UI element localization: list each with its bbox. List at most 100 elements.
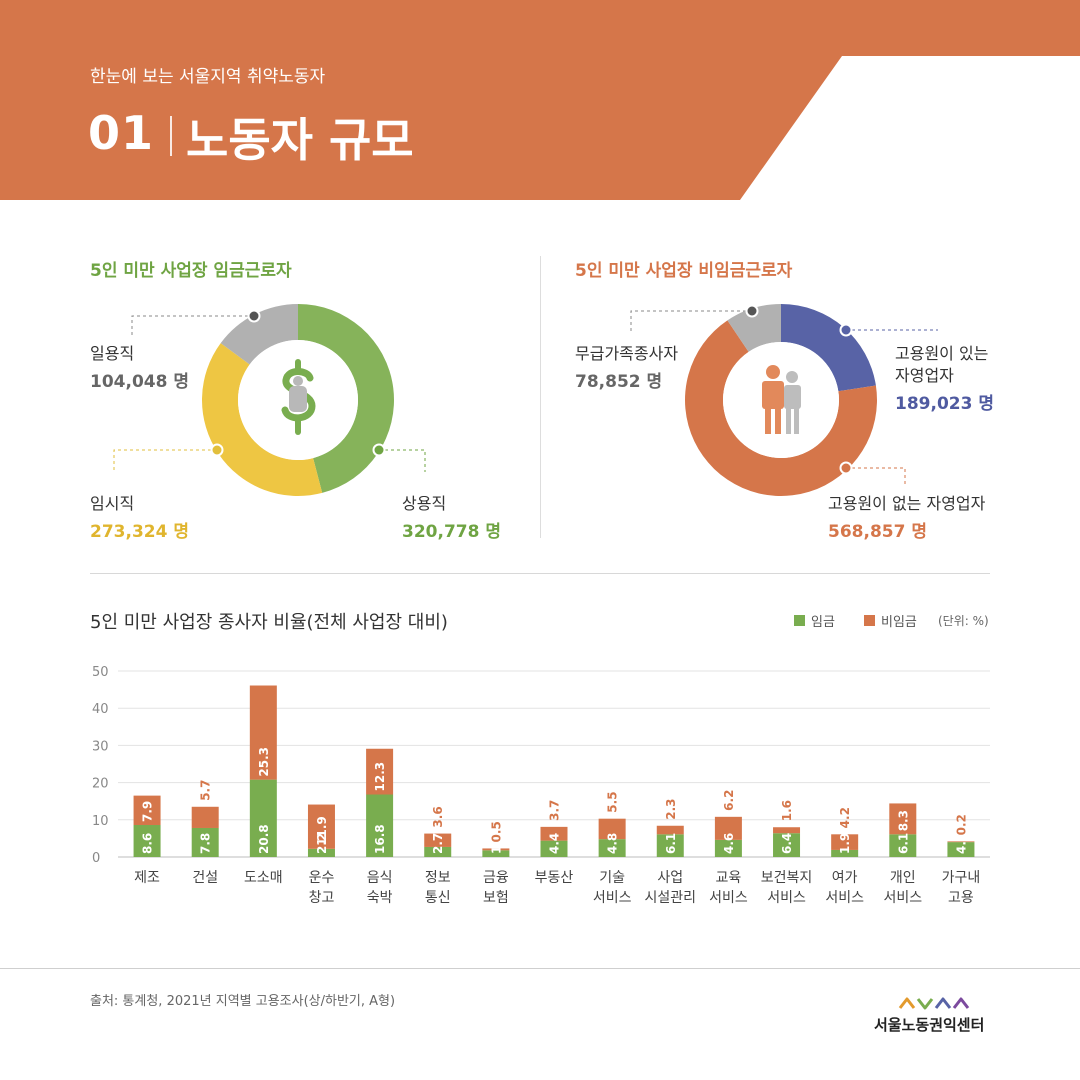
bar-wage <box>656 834 684 857</box>
bar-nonwage <box>773 827 801 834</box>
x-category-label: 창고 <box>309 890 335 906</box>
wage-donut-chart <box>113 304 426 496</box>
data-label-wage: 1.8 <box>489 833 503 854</box>
wage-slice-0 <box>298 304 395 493</box>
x-category-label: 보험 <box>483 890 509 906</box>
bar-nonwage <box>482 848 510 851</box>
bar-nonwage <box>831 834 859 850</box>
data-label-wage: 6.4 <box>780 833 794 854</box>
data-label-nonwage: 3.7 <box>548 800 562 821</box>
bar-wage <box>714 839 742 857</box>
x-category-label: 서비스 <box>593 890 632 906</box>
data-label-wage: 2.7 <box>431 833 445 854</box>
bar-nonwage <box>714 816 742 840</box>
bar-nonwage <box>424 833 452 847</box>
x-category-label: 서비스 <box>883 890 922 906</box>
bar-nonwage <box>191 806 219 828</box>
bar-nonwage <box>133 795 161 826</box>
x-category-label: 서비스 <box>709 890 748 906</box>
data-label-wage: 4.6 <box>722 833 736 854</box>
bar-nonwage <box>249 685 277 780</box>
legend-label-wage: 임금 <box>811 615 835 630</box>
x-category-label: 교육 <box>716 870 742 886</box>
x-category-label: 기술 <box>599 870 625 886</box>
section-number: 01 <box>88 106 155 160</box>
data-label-wage: 16.8 <box>373 824 387 854</box>
bar-nonwage <box>307 804 335 849</box>
x-category-label: 건설 <box>192 870 218 886</box>
bar-wage <box>249 779 277 857</box>
bar-nonwage <box>366 748 394 795</box>
employer-label-line2: 자영업자 <box>895 366 954 385</box>
section-divider <box>540 256 541 538</box>
nonwage-slice-1 <box>684 320 877 497</box>
data-label-nonwage: 2.3 <box>664 798 678 819</box>
data-label-wage: 4.8 <box>606 833 620 854</box>
data-label-nonwage: 25.3 <box>257 747 271 777</box>
bar-wage <box>598 839 626 857</box>
data-label-nonwage: 5.5 <box>606 791 620 812</box>
source-note: 출처: 통계청, 2021년 지역별 고용조사(상/하반기, A형) <box>90 994 396 1009</box>
bar-wage <box>947 842 975 857</box>
bar-wage <box>424 846 452 857</box>
regular-worker-value: 320,778 명 <box>402 522 501 542</box>
data-label-nonwage: 4.2 <box>838 807 852 828</box>
y-tick-label: 50 <box>92 665 109 680</box>
data-label-nonwage: 7.9 <box>141 801 155 822</box>
bar-wage <box>191 827 219 857</box>
regular-worker-label: 상용직 <box>402 494 447 513</box>
bar-wage <box>540 840 568 857</box>
data-label-nonwage: 3.6 <box>431 806 445 827</box>
x-category-label: 여가 <box>832 870 858 886</box>
x-category-label: 정보 <box>425 870 451 886</box>
x-category-label: 서비스 <box>767 890 806 906</box>
temporary-worker-label: 임시직 <box>90 494 135 513</box>
employer-value: 189,023 명 <box>895 394 994 414</box>
legend-swatch-wage <box>794 615 805 626</box>
data-label-wage: 4.4 <box>548 833 562 854</box>
x-category-label: 사업 <box>657 870 683 886</box>
people-icon <box>762 365 801 434</box>
bar-nonwage <box>889 803 917 835</box>
bar-chart-title: 5인 미만 사업장 종사자 비율(전체 사업장 대비) <box>90 612 448 633</box>
x-category-label: 운수 <box>309 870 335 886</box>
own-account-value: 568,857 명 <box>828 522 927 542</box>
page-title: 노동자 규모 <box>186 113 414 167</box>
bar-nonwage <box>656 825 684 835</box>
logo-icon <box>898 997 970 1010</box>
bar-wage <box>773 833 801 857</box>
x-category-label: 숙박 <box>367 890 393 906</box>
nonwage-section-title: 5인 미만 사업장 비임금근로자 <box>575 261 793 281</box>
data-label-nonwage: 0.2 <box>954 814 968 835</box>
dollar-icon <box>281 359 316 435</box>
data-label-wage: 6.1 <box>664 833 678 854</box>
y-tick-label: 40 <box>92 702 109 717</box>
nonwage-slice-0 <box>781 304 876 392</box>
legend-item-wage: 임금 <box>794 611 835 630</box>
legend-label-nonwage: 비임금 <box>881 615 917 630</box>
employer-label-line1: 고용원이 있는 <box>895 344 989 363</box>
x-category-label: 보건복지 <box>761 870 813 886</box>
own-account-label: 고용원이 없는 자영업자 <box>828 494 986 513</box>
data-label-nonwage: 12.3 <box>373 762 387 792</box>
legend-item-nonwage: 비임금 <box>864 611 917 630</box>
data-label-wage: 20.8 <box>257 824 271 854</box>
data-label-nonwage: 1.6 <box>780 800 794 821</box>
bar-nonwage <box>540 826 568 841</box>
x-category-label: 개인 <box>890 870 916 886</box>
stacked-bar-chart: 0 10 20 30 40 50 8.6 7.9 제조 7.8 5.7 건설 20.8 25.3 도소매 2.… <box>92 665 990 906</box>
nonwage-slice-2 <box>727 304 781 352</box>
x-category-label: 제조 <box>134 870 160 886</box>
bar-nonwage <box>947 841 975 843</box>
bar-wage <box>366 794 394 857</box>
header-banner <box>0 0 1080 200</box>
data-label-wage: 2.2 <box>315 833 329 854</box>
title-divider <box>170 116 172 156</box>
wage-section-title: 5인 미만 사업장 임금근로자 <box>90 261 292 281</box>
y-tick-label: 20 <box>92 777 109 792</box>
data-label-wage: 4.0 <box>954 833 968 854</box>
nonwage-donut-chart <box>630 304 938 497</box>
data-label-wage: 1.9 <box>838 833 852 854</box>
x-category-label: 도소매 <box>244 870 283 886</box>
y-tick-label: 30 <box>92 739 109 754</box>
